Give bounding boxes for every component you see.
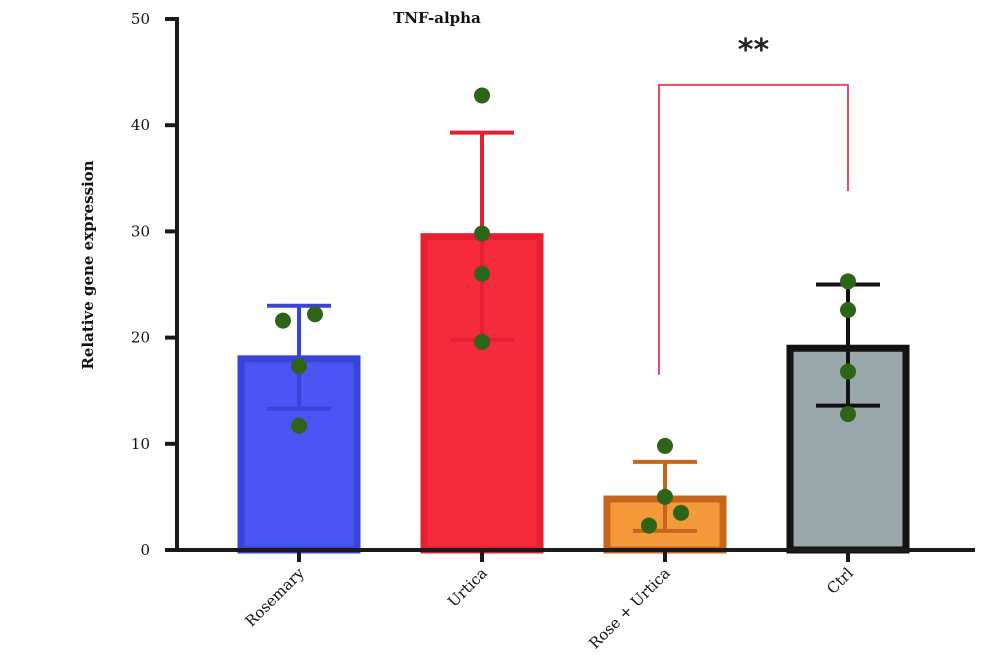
y-tick-label: 40 [131,116,150,134]
x-tick-label: Ctrl [823,564,857,598]
data-point [840,301,856,318]
data-point [840,406,856,423]
significance-label: ** [738,33,770,68]
data-point [474,265,490,282]
data-point [657,488,673,505]
data-point [291,358,307,375]
y-tick-label: 20 [131,329,150,347]
data-point [474,333,490,350]
significance-bracket [658,83,849,375]
data-point [307,306,323,323]
data-point [275,312,291,329]
data-point [657,437,673,454]
x-tick-label: Rosemary [242,564,309,631]
data-point [641,517,657,534]
data-point [474,87,490,104]
y-tick-label: 50 [131,10,150,28]
y-tick-label: 10 [131,435,150,453]
chart-title: TNF-alpha [393,9,481,27]
bar-ctrl [786,344,910,554]
x-tick-label: Rose + Urtica [585,564,673,652]
data-point [840,273,856,290]
x-tick-label: Urtica [444,564,491,611]
data-point [291,417,307,434]
data-point [840,363,856,380]
y-axis-label: Relative gene expression [79,160,97,369]
data-point [474,225,490,242]
data-point [673,504,689,521]
y-tick-label: 0 [140,541,150,559]
y-tick-label: 30 [131,222,150,240]
